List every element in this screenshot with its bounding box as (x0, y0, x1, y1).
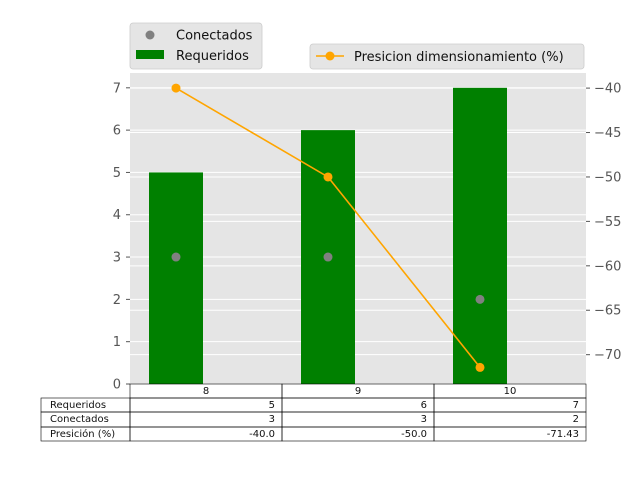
right-tick-label-−70: −70 (594, 348, 621, 363)
legend-right: Presicion dimensionamiento (%) (309, 43, 585, 70)
table-cell-1-2 (433, 411, 587, 428)
bar-8 (149, 172, 203, 384)
table-value-1-2: 2 (573, 414, 579, 425)
right-tick-label-−45: −45 (594, 126, 621, 141)
left-tick-label-6: 6 (113, 124, 121, 139)
table-cell-1-0 (129, 411, 283, 428)
right-tick-label-−40: −40 (594, 82, 621, 97)
left-tick-label-0: 0 (113, 378, 121, 393)
table-cell-0-0 (129, 397, 283, 413)
grid-lines (130, 87, 586, 385)
left-tick-label-1: 1 (113, 335, 121, 350)
bar-10 (453, 87, 507, 385)
left-axis: 0 1 2 3 4 5 6 7 (113, 81, 130, 393)
table-value-1-0: 3 (269, 414, 275, 425)
connected-point-9 (323, 252, 333, 262)
precision-line (171, 83, 485, 372)
precision-marker-8 (171, 83, 181, 93)
table-value-1-1: 3 (421, 414, 427, 425)
left-tick-label-5: 5 (113, 166, 121, 181)
data-table: 8 9 10 Requeridos 5 6 7 Conectados 3 3 2 Presición … (40, 383, 587, 442)
precision-marker-10 (475, 362, 485, 372)
table-value-2-1: -50.0 (401, 429, 427, 440)
right-axis: −70 −65 −60 −55 −50 −45 −40 (586, 82, 621, 363)
connected-point-10 (475, 294, 485, 304)
right-tick-label-−50: −50 (594, 170, 621, 185)
left-tick-label-3: 3 (113, 251, 121, 266)
right-tick-label-−65: −65 (594, 304, 621, 319)
table-row-label-2: Presición (%) (50, 428, 115, 440)
table-col-label-10: 10 (504, 386, 517, 397)
table-value-0-1: 6 (421, 400, 427, 411)
table-col-label-9: 9 (355, 386, 361, 397)
table-row-label-1: Conectados (50, 414, 109, 425)
connected-point-8 (171, 252, 181, 262)
bars (149, 87, 507, 385)
table-value-0-2: 7 (573, 400, 579, 411)
table-cell-2-2 (433, 426, 587, 442)
table-value-2-2: -71.43 (547, 429, 579, 440)
table-cell-1-1 (281, 411, 435, 428)
left-tick-label-4: 4 (113, 208, 121, 223)
legend-right-box (309, 43, 585, 70)
legend-left: Conectados Requeridos (129, 22, 263, 70)
table-row-label-0: Requeridos (50, 400, 106, 411)
legend-requeridos-label: Requeridos (176, 49, 249, 64)
left-tick-label-7: 7 (113, 81, 121, 96)
table-cell-0-1 (281, 397, 435, 413)
right-tick-label-−60: −60 (594, 259, 621, 274)
legend-requeridos-swatch (136, 50, 164, 59)
legend-precision-label: Presicion dimensionamiento (%) (354, 50, 564, 65)
plot-background (130, 73, 586, 384)
legend-conectados-marker (145, 30, 155, 40)
table-value-0-0: 5 (269, 400, 275, 411)
right-tick-label-−55: −55 (594, 215, 621, 230)
precision-marker-9 (323, 172, 333, 182)
connected-points (171, 252, 485, 304)
table-cell-0-2 (433, 397, 587, 413)
table-col-label-8: 8 (203, 386, 209, 397)
legend-precision-marker (325, 51, 335, 61)
left-tick-label-2: 2 (113, 293, 121, 308)
legend-conectados-label: Conectados (176, 29, 253, 44)
table-value-2-0: -40.0 (249, 429, 275, 440)
